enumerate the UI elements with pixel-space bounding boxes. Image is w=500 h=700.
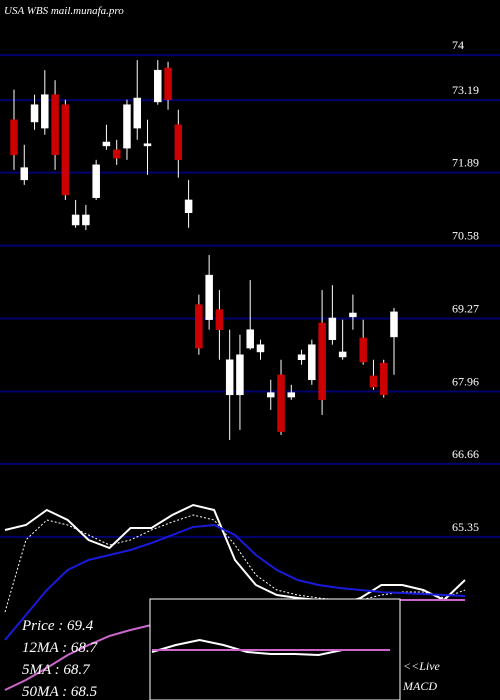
candle-body [308,344,316,381]
candle-body [379,362,388,396]
candle-body [112,149,121,159]
candle-body [82,214,90,226]
y-tick-label: 66.66 [452,447,479,461]
candle-body [92,164,100,198]
legend-entry: 50MA : 68.5 [22,684,98,700]
header: USA WBS mail.munafa.pro [4,5,124,17]
candle-body [10,119,18,156]
legend: Price : 69.4 12MA : 68.7 5MA : 68.7 50MA : … [21,618,99,700]
candle-body [225,359,234,396]
candle-body [61,104,70,196]
y-tick-label: 67.96 [452,374,479,388]
candle-body [359,337,367,363]
candle-body [195,304,203,349]
y-tick-label: 71.89 [452,156,479,170]
y-tick-label: 69.27 [452,302,479,316]
candles [10,60,398,440]
legend-entry: Price : 69.4 [21,618,94,634]
macd-label: <<Live [403,659,441,673]
y-tick-label: 65.35 [452,520,479,534]
candle-body [123,104,131,149]
candle-body [236,354,244,396]
candle-body [349,312,357,318]
candle-body [318,322,326,401]
candle-body [184,199,193,213]
legend-entry: 5MA : 68.7 [22,662,91,678]
candle-body [133,97,141,129]
candle-body [143,143,152,147]
candle-body [297,354,306,360]
macd-label: MACD [402,679,437,693]
legend-entry: 12MA : 68.7 [22,640,99,656]
candle-body [71,214,80,226]
ma-line [4,514,466,613]
y-tick-label: 74 [452,38,464,52]
candle-body [205,274,213,320]
y-tick-label: 70.58 [452,229,479,243]
ma-line [4,523,466,641]
candle-body [154,69,162,103]
candle-body [174,124,183,161]
candle-body [51,94,59,156]
candle-body [246,329,254,349]
y-tick-label: 73.19 [452,83,479,97]
candle-body [41,94,49,129]
candle-body [102,141,111,147]
candle-body [328,317,337,340]
candle-body [369,375,378,388]
candle-body [164,67,172,100]
candle-body [338,351,347,358]
candle-body [390,311,398,338]
candle-body [215,309,224,330]
candle-body [30,104,39,123]
candle-body [267,392,275,398]
macd-panel: <<Live MACD [149,598,441,700]
candle-body [287,392,296,398]
ma-line [4,503,466,607]
candle-body [277,374,285,432]
candle-body [256,344,265,353]
candle-body [20,167,29,181]
